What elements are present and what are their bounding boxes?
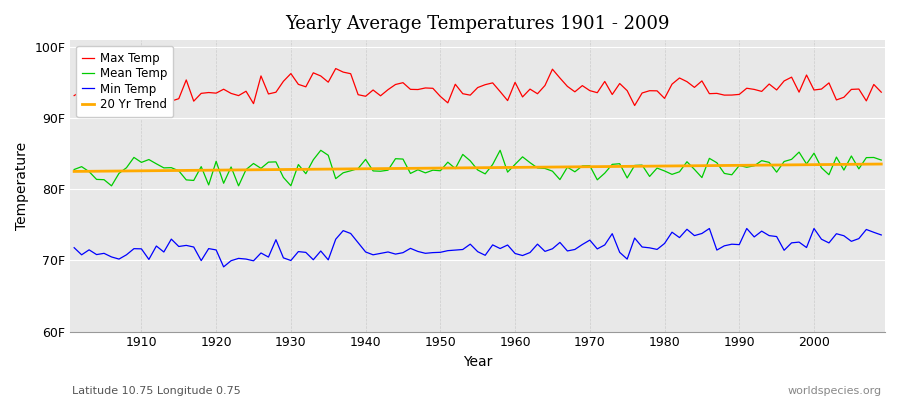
Mean Temp <box>495 148 506 153</box>
Mean Temp <box>525 160 535 165</box>
Min Temp <box>607 231 617 236</box>
Max Temp <box>353 92 364 97</box>
Min Temp <box>68 245 79 250</box>
20 Yr Trend <box>68 169 79 174</box>
Mean Temp <box>68 167 79 172</box>
20 Yr Trend <box>129 168 140 173</box>
Min Temp <box>704 226 715 231</box>
Line: Min Temp: Min Temp <box>74 228 881 267</box>
20 Yr Trend <box>338 166 348 171</box>
Max Temp <box>615 81 626 86</box>
Line: Mean Temp: Mean Temp <box>74 150 881 186</box>
X-axis label: Year: Year <box>463 355 492 369</box>
Max Temp <box>518 94 528 99</box>
Min Temp <box>518 253 528 258</box>
Line: 20 Yr Trend: 20 Yr Trend <box>74 164 881 172</box>
Mean Temp <box>346 168 356 173</box>
Mean Temp <box>136 160 147 165</box>
Legend: Max Temp, Mean Temp, Min Temp, 20 Yr Trend: Max Temp, Mean Temp, Min Temp, 20 Yr Tre… <box>76 46 173 117</box>
Text: Latitude 10.75 Longitude 0.75: Latitude 10.75 Longitude 0.75 <box>72 386 241 396</box>
Max Temp <box>525 87 535 92</box>
20 Yr Trend <box>599 164 610 169</box>
Mean Temp <box>106 184 117 188</box>
Title: Yearly Average Temperatures 1901 - 2009: Yearly Average Temperatures 1901 - 2009 <box>285 15 670 33</box>
Max Temp <box>876 90 886 94</box>
Line: Max Temp: Max Temp <box>74 67 881 108</box>
Min Temp <box>129 246 140 251</box>
20 Yr Trend <box>509 165 520 170</box>
20 Yr Trend <box>876 162 886 166</box>
Max Temp <box>84 65 94 70</box>
Min Temp <box>301 250 311 255</box>
Max Temp <box>308 70 319 75</box>
Min Temp <box>876 232 886 237</box>
Min Temp <box>218 264 229 269</box>
Min Temp <box>509 251 520 256</box>
Min Temp <box>346 231 356 236</box>
Max Temp <box>143 90 154 94</box>
Text: worldspecies.org: worldspecies.org <box>788 386 882 396</box>
Mean Temp <box>518 154 528 159</box>
20 Yr Trend <box>293 167 304 172</box>
Mean Temp <box>876 158 886 162</box>
Mean Temp <box>301 171 311 176</box>
20 Yr Trend <box>502 165 513 170</box>
Max Temp <box>106 105 117 110</box>
Y-axis label: Temperature: Temperature <box>15 142 29 230</box>
Mean Temp <box>615 161 626 166</box>
Max Temp <box>68 93 79 98</box>
